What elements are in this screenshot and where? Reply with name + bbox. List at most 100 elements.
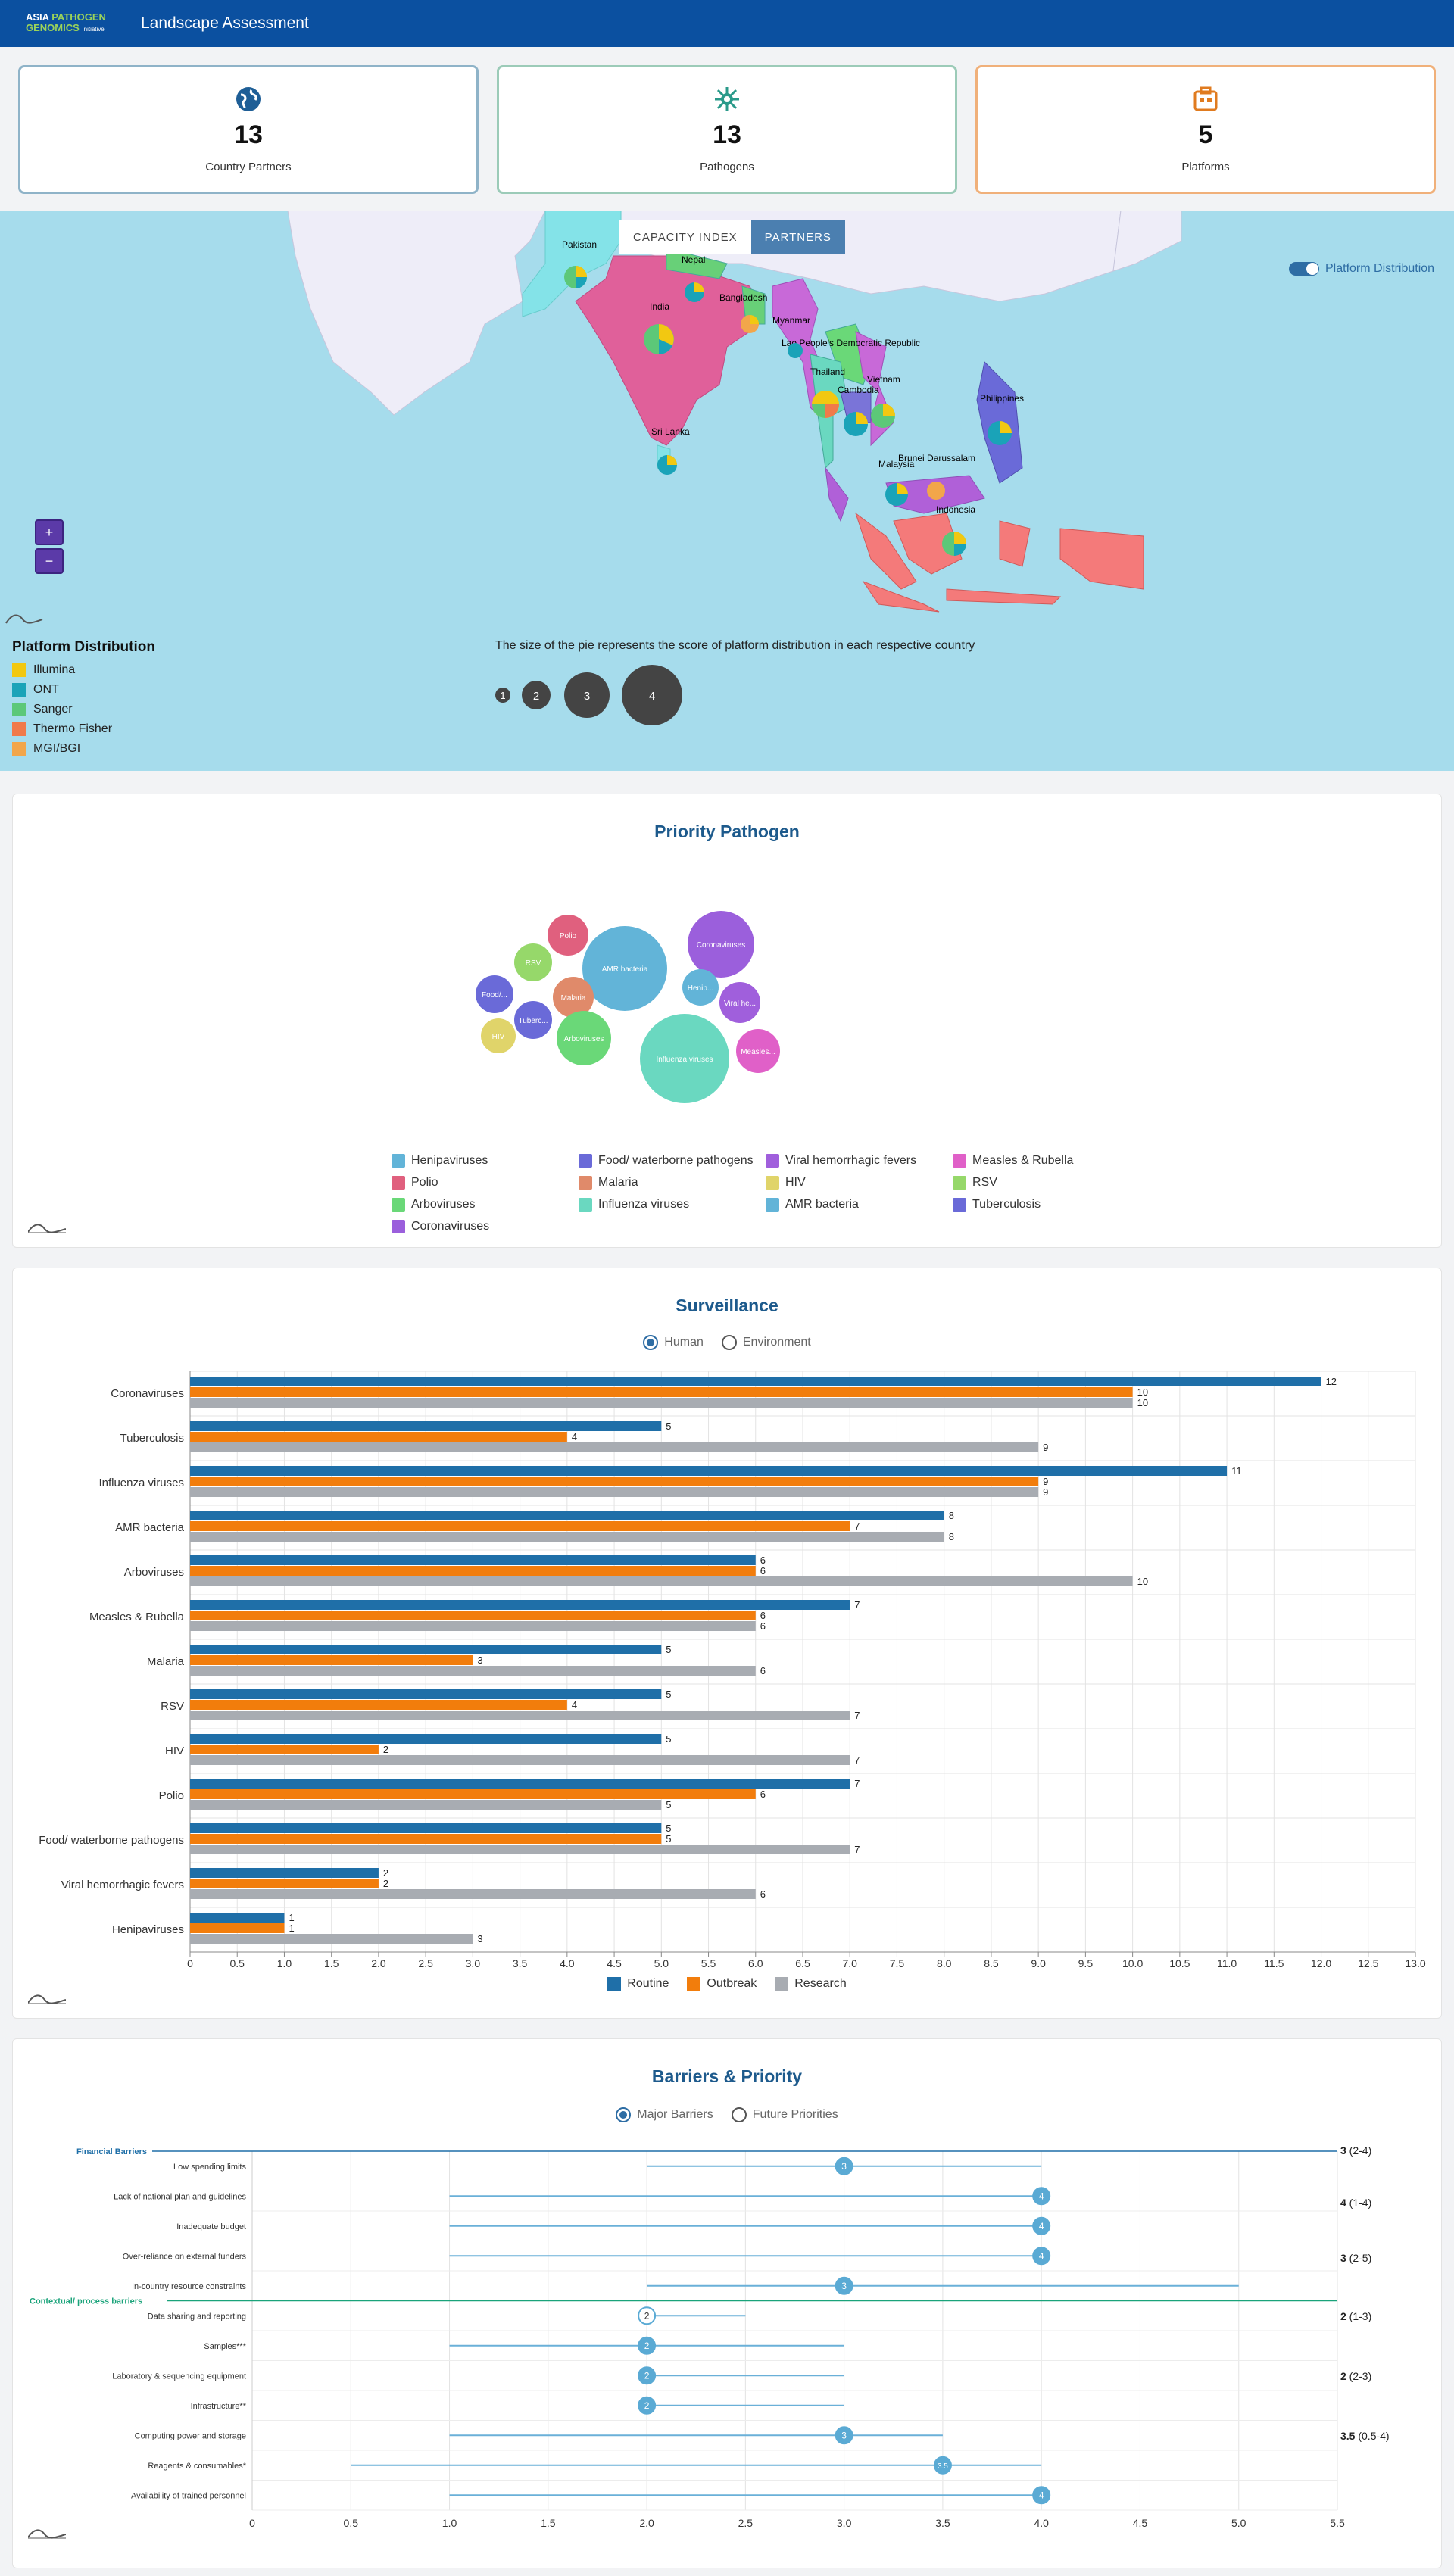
- bar-value-label: 5: [666, 1833, 671, 1845]
- summary-range: (2-4): [1346, 2144, 1371, 2157]
- value-dot: [1032, 2216, 1051, 2235]
- legend-swatch: [12, 663, 26, 677]
- pie-cambodia: [844, 412, 868, 436]
- bubble-influenza: [640, 1014, 729, 1103]
- x-tick-label: 1.5: [541, 2517, 556, 2529]
- summary-range: (2-5): [1346, 2252, 1371, 2264]
- bar-research: [190, 1755, 850, 1765]
- legend-swatch: [579, 1197, 592, 1212]
- value-dot-label: 2: [644, 2341, 650, 2351]
- legend-swatch: [687, 1977, 701, 1991]
- summary-label: 2 (1-3): [1340, 2310, 1371, 2322]
- zoom-in-button[interactable]: +: [35, 519, 64, 545]
- bar-value-label: 8: [949, 1531, 954, 1542]
- tab-capacity-index[interactable]: CAPACITY INDEX: [619, 220, 751, 254]
- pathogens-count: 13: [713, 120, 741, 149]
- group-label: Contextual/ process barriers: [30, 2297, 142, 2306]
- bubble-amr-bacteria: [582, 926, 667, 1011]
- bar-routine: [190, 1913, 285, 1923]
- legend-item[interactable]: Henipaviruses: [392, 1152, 579, 1168]
- radio-environment[interactable]: Environment: [721, 1335, 811, 1350]
- category-label: Polio: [159, 1789, 184, 1802]
- chart-settings-icon[interactable]: [28, 1991, 66, 2006]
- legend-item[interactable]: Malaria: [579, 1174, 766, 1190]
- bubble-label-tb: Tuberc...: [518, 1017, 548, 1025]
- legend-item[interactable]: Influenza viruses: [579, 1196, 766, 1212]
- bubble-coronaviruses: [688, 911, 754, 978]
- bar-outbreak: [190, 1700, 567, 1710]
- category-label: Arboviruses: [124, 1566, 184, 1579]
- legend-item[interactable]: Tuberculosis: [953, 1196, 1140, 1212]
- surveillance-bar-chart[interactable]: 0 0.5 1.0 1.5 2.0 2.5 3.0 3.5 4.0 4.5 5.0 5.5 6.0 6.5…: [13, 1371, 1443, 1977]
- pathogen-bubble-chart[interactable]: AMR bacteria Coronaviruses Polio RSV Foo…: [452, 893, 793, 1150]
- legend-item[interactable]: Polio: [392, 1174, 579, 1190]
- bar-research: [190, 1487, 1039, 1497]
- platform-distribution-switch[interactable]: Platform Distribution: [1289, 262, 1434, 276]
- chart-settings-icon[interactable]: [28, 2525, 66, 2540]
- bar-outbreak: [190, 1789, 756, 1799]
- bubble-malaria: [553, 977, 594, 1018]
- x-tick-label: 8.5: [984, 1957, 999, 1969]
- legend-item[interactable]: Measles & Rubella: [953, 1152, 1140, 1168]
- map-canvas[interactable]: Pakistan Nepal India Bangladesh Myanmar …: [0, 211, 1454, 771]
- legend-item[interactable]: Arboviruses: [392, 1196, 579, 1212]
- label-cambodia: Cambodia: [838, 385, 879, 395]
- legend-item[interactable]: RSV: [953, 1174, 1140, 1190]
- row-label: Reagents & consumables*: [148, 2462, 246, 2471]
- row-label: Over-reliance on external funders: [123, 2252, 247, 2261]
- bar-research: [190, 1621, 756, 1631]
- switch-track[interactable]: [1289, 262, 1319, 276]
- radio-human[interactable]: Human: [643, 1335, 704, 1350]
- label-bangladesh: Bangladesh: [719, 292, 767, 303]
- radio-future-priorities[interactable]: Future Priorities: [731, 2107, 838, 2122]
- legend-item-outbreak[interactable]: Outbreak: [687, 1977, 757, 1991]
- barriers-dot-chart[interactable]: 0 0.5 1.0 1.5 2.0 2.5 3.0 3.5 4.0 4.5 5.0 5.5 Financ…: [13, 2138, 1443, 2531]
- bubble-henipaviruses: [682, 969, 719, 1006]
- country-shape-bangladesh: [741, 285, 766, 325]
- radio-major-barriers[interactable]: Major Barriers: [616, 2107, 713, 2122]
- asia-pathogen-genomics-logo[interactable]: ASIA PATHOGEN GENOMICS Initiative: [26, 12, 117, 35]
- legend-item[interactable]: Food/ waterborne pathogens: [579, 1152, 766, 1168]
- bar-research: [190, 1398, 1133, 1408]
- legend-item[interactable]: Coronaviruses: [392, 1218, 579, 1234]
- bar-value-label: 10: [1137, 1386, 1148, 1398]
- tab-partners[interactable]: PARTNERS: [750, 220, 845, 254]
- bar-value-label: 7: [854, 1844, 860, 1855]
- legend-item[interactable]: Viral hemorrhagic fevers: [766, 1152, 953, 1168]
- bar-outbreak: [190, 1521, 850, 1531]
- bar-value-label: 8: [949, 1510, 954, 1521]
- bar-value-label: 2: [383, 1744, 388, 1755]
- x-tick-label: 10.5: [1169, 1957, 1190, 1969]
- category-label: Measles & Rubella: [89, 1611, 185, 1623]
- bar-value-label: 6: [760, 1565, 766, 1576]
- legend-item[interactable]: AMR bacteria: [766, 1196, 953, 1212]
- summary-label: 3 (2-5): [1340, 2252, 1371, 2264]
- legend-item-research[interactable]: Research: [775, 1977, 847, 1991]
- size-label-4: 4: [649, 690, 655, 703]
- legend-swatch: [953, 1175, 966, 1190]
- chart-settings-icon[interactable]: [28, 1220, 66, 1235]
- x-tick-label: 2.0: [371, 1957, 386, 1969]
- country-partners-label: Country Partners: [205, 161, 292, 173]
- x-tick-label: 3.5: [513, 1957, 528, 1969]
- bar-value-label: 11: [1231, 1465, 1242, 1477]
- row-label: Lack of national plan and guidelines: [114, 2192, 246, 2201]
- legend-item-ont: ONT: [12, 680, 155, 700]
- value-dot: [835, 2276, 853, 2295]
- pie-vietnam: [871, 404, 895, 428]
- partners-map[interactable]: Pakistan Nepal India Bangladesh Myanmar …: [0, 211, 1454, 771]
- platforms-count: 5: [1198, 120, 1213, 149]
- x-tick-label: 2.5: [418, 1957, 433, 1969]
- bar-routine: [190, 1466, 1228, 1476]
- x-tick-label: 1.5: [324, 1957, 339, 1969]
- legend-swatch: [766, 1175, 779, 1190]
- size-label-3: 3: [584, 690, 590, 703]
- globe-icon: [236, 87, 261, 111]
- summary-range: (2-3): [1346, 2370, 1371, 2382]
- zoom-out-button[interactable]: −: [35, 548, 64, 574]
- pie-malaysia: [885, 483, 908, 506]
- legend-item-routine[interactable]: Routine: [607, 1977, 669, 1991]
- category-label: Henipaviruses: [112, 1923, 184, 1936]
- legend-item[interactable]: HIV: [766, 1174, 953, 1190]
- label-vietnam: Vietnam: [867, 374, 900, 385]
